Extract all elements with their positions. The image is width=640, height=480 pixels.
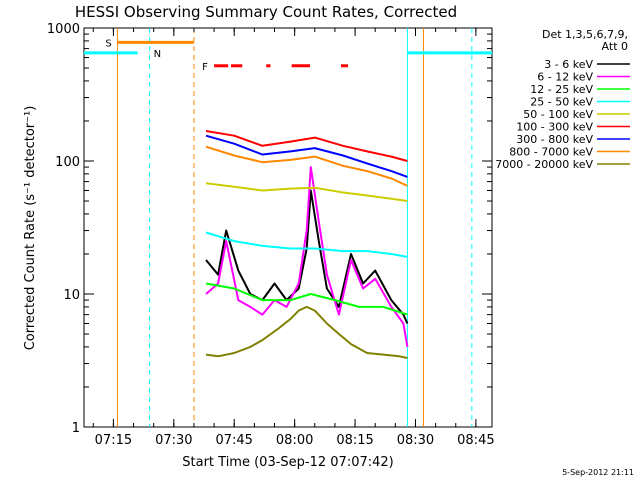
legend-label: 50 - 100 keV (523, 108, 593, 121)
legend-label: 100 - 300 keV (516, 121, 593, 134)
legend-label: 7000 - 20000 keV (495, 158, 593, 171)
series-layer (205, 130, 409, 359)
footer-date: 5-Sep-2012 21:11 (562, 468, 634, 477)
x-axis-label: Start Time (03-Sep-12 07:07:42) (182, 455, 393, 470)
series-line-9 (205, 305, 408, 359)
x-tick-label: 08:00 (276, 433, 313, 448)
flag-label-n: N (154, 49, 161, 60)
series-line-8 (205, 145, 408, 187)
x-tick-label: 07:15 (95, 433, 132, 448)
legend-label: 300 - 800 keV (516, 133, 593, 146)
series-line-4 (205, 231, 408, 258)
y-axis-label: Corrected Count Rate (s⁻¹ detector⁻¹) (23, 106, 38, 351)
series-line-5 (205, 182, 408, 202)
series-line-1 (205, 189, 409, 324)
series-line-6 (205, 130, 408, 162)
x-tick-label: 08:15 (336, 433, 373, 448)
y-tick-label: 1 (72, 421, 80, 436)
flag-label-f: F (202, 62, 208, 73)
chart-title: HESSI Observing Summary Count Rates, Cor… (75, 3, 457, 21)
legend-label: 3 - 6 keV (544, 58, 593, 71)
x-tick-label: 08:45 (457, 433, 494, 448)
series-line-2 (205, 166, 409, 348)
x-tick-label: 07:30 (155, 433, 192, 448)
vertical-lines-layer (116, 28, 473, 427)
flag-label-s: S (105, 38, 111, 49)
legend-label: 25 - 50 keV (530, 96, 593, 109)
legend-header-line-2: Att 0 (602, 40, 628, 53)
y-tick-label: 100 (55, 155, 80, 170)
markers-layer: S N F (84, 38, 492, 73)
x-tick-label: 08:30 (397, 433, 434, 448)
x-tick-label: 07:45 (215, 433, 252, 448)
legend-label: 6 - 12 keV (537, 71, 593, 84)
legend-label: 12 - 25 keV (530, 83, 593, 96)
legend-label: 800 - 7000 keV (509, 146, 593, 159)
series-line-7 (205, 134, 408, 178)
y-tick-label: 1000 (47, 22, 80, 37)
y-tick-label: 10 (63, 288, 80, 303)
plot-frame (83, 27, 493, 428)
series-line-3 (205, 282, 408, 316)
axes-layer: 1 10 100 1000 07:15 07:30 07:45 08:00 08:15 08:30… (47, 22, 495, 448)
legend-header-line-1: Det 1,3,5,6,7,9, (542, 28, 628, 41)
